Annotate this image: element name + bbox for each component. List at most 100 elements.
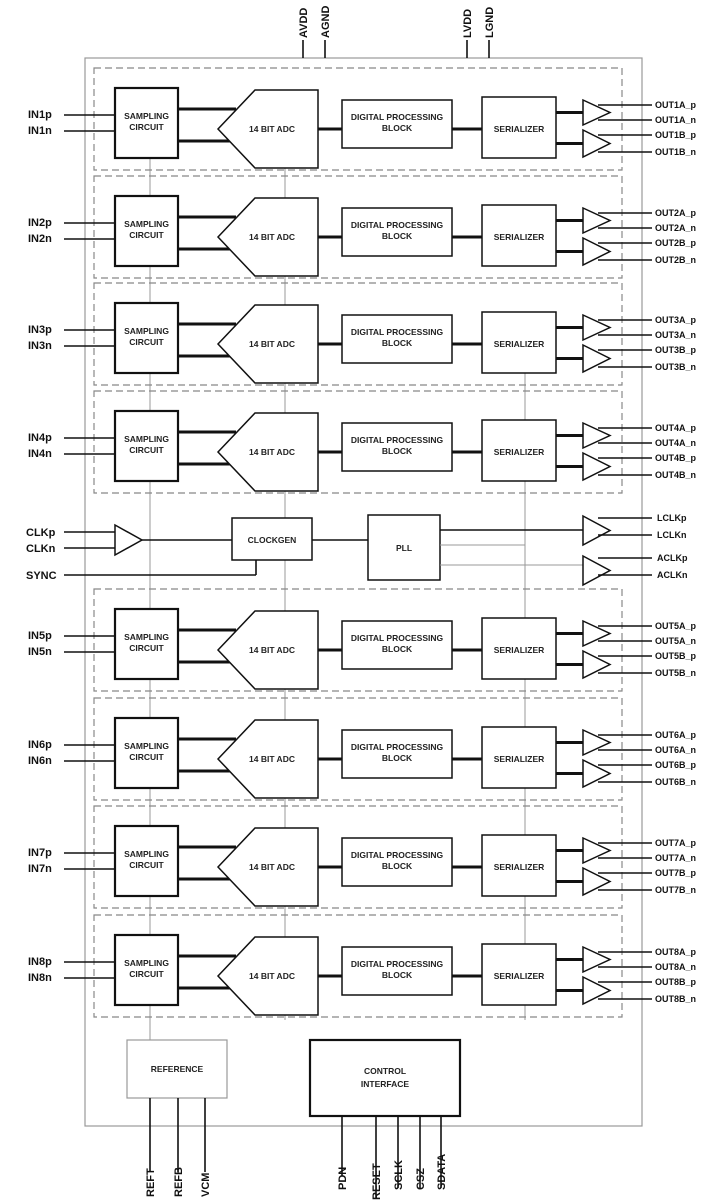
chip-outline — [84, 57, 643, 1127]
channel-group — [93, 805, 623, 909]
output-buffer-icon — [582, 619, 612, 648]
output-pin-label: OUT6A_n — [655, 745, 696, 755]
block-label: SAMPLING — [124, 434, 169, 444]
output-pin-label: OUT3B_p — [655, 345, 697, 355]
input-pin-label: IN1n — [28, 125, 52, 137]
block-label: BLOCK — [382, 123, 413, 133]
control-pin-label: SDATA — [436, 1154, 448, 1190]
block-label: SAMPLING — [124, 326, 169, 336]
block-label: SAMPLING — [124, 111, 169, 121]
input-pin-label: IN4p — [28, 432, 52, 444]
adc-block — [216, 719, 319, 799]
block-label: SAMPLING — [124, 219, 169, 229]
block-label: DIGITAL PROCESSING — [351, 435, 444, 445]
block-label: 14 BIT ADC — [249, 862, 295, 872]
input-pin-label: IN5n — [28, 646, 52, 658]
block-label: BLOCK — [382, 446, 413, 456]
block-label: BLOCK — [382, 231, 413, 241]
output-pin-label: OUT7B_p — [655, 868, 697, 878]
control-pin-label: SCLK — [393, 1160, 405, 1190]
block-label: CIRCUIT — [129, 860, 164, 870]
output-pin-label: OUT1A_n — [655, 115, 696, 125]
sampling-circuit-block — [113, 607, 180, 681]
digital-processing-block — [341, 620, 453, 670]
output-pin-label: OUT7A_n — [655, 853, 696, 863]
supply-pin-label: AGND — [320, 6, 332, 38]
input-pin-label: IN4n — [28, 448, 52, 460]
output-buffer-icon — [582, 343, 612, 374]
supply-pin-label: AVDD — [298, 8, 310, 38]
output-buffer-icon — [582, 945, 612, 974]
pll-block — [367, 514, 441, 581]
adc-block — [216, 936, 319, 1016]
output-pin-label: OUT3A_n — [655, 330, 696, 340]
block-label: CIRCUIT — [129, 643, 164, 653]
output-pin-label: OUT8A_n — [655, 962, 696, 972]
reference-pin-label: REFT — [145, 1168, 157, 1197]
channel-group — [93, 588, 623, 692]
control-pin-label: PDN — [337, 1167, 349, 1190]
block-label: 14 BIT ADC — [249, 971, 295, 981]
input-pin-label: IN8n — [28, 972, 52, 984]
output-pin-label: OUT3A_p — [655, 315, 697, 325]
output-pin-label: OUT2B_p — [655, 238, 697, 248]
block-label: 14 BIT ADC — [249, 232, 295, 242]
channel-group — [93, 914, 623, 1018]
block-label: DIGITAL PROCESSING — [351, 112, 444, 122]
serializer-block — [481, 96, 557, 159]
block-label: INTERFACE — [361, 1079, 410, 1089]
serializer-block — [481, 617, 557, 680]
serializer-block — [481, 311, 557, 374]
output-buffer-icon — [582, 206, 612, 235]
output-pin-label: OUT3B_n — [655, 362, 696, 372]
reference-pin-label: VCM — [200, 1173, 212, 1197]
block-label: SAMPLING — [124, 849, 169, 859]
digital-processing-block — [341, 99, 453, 149]
block-label: SERIALIZER — [494, 339, 545, 349]
clockgen-block — [231, 517, 313, 561]
block-label: SAMPLING — [124, 741, 169, 751]
reference-block — [126, 1039, 228, 1099]
block-label: CONTROL — [364, 1066, 406, 1076]
output-pin-label: OUT4A_p — [655, 423, 697, 433]
adc-block — [216, 610, 319, 690]
output-pin-label: OUT5B_p — [655, 651, 697, 661]
block-label: CIRCUIT — [129, 230, 164, 240]
aclk-buffer-icon — [582, 554, 612, 587]
output-pin-label: OUT1B_p — [655, 130, 697, 140]
output-pin-label: OUT1A_p — [655, 100, 697, 110]
output-buffer-icon — [582, 128, 612, 159]
output-buffer-icon — [582, 421, 612, 450]
clock-output-label: ACLKp — [657, 553, 688, 563]
block-label: CIRCUIT — [129, 122, 164, 132]
digital-processing-block — [341, 946, 453, 996]
block-label: SAMPLING — [124, 632, 169, 642]
clock-input-label: CLKp — [26, 527, 56, 539]
block-label: CIRCUIT — [129, 337, 164, 347]
block-label: DIGITAL PROCESSING — [351, 633, 444, 643]
block-label: BLOCK — [382, 644, 413, 654]
block-label: SERIALIZER — [494, 124, 545, 134]
output-pin-label: OUT5A_n — [655, 636, 696, 646]
channel-group — [93, 282, 623, 386]
clock-input-label: CLKn — [26, 543, 56, 555]
block-label: SERIALIZER — [494, 447, 545, 457]
block-label: PLL — [396, 543, 412, 553]
output-buffer-icon — [582, 975, 612, 1006]
serializer-block — [481, 726, 557, 789]
output-pin-label: OUT8B_n — [655, 994, 696, 1004]
sampling-circuit-block — [113, 301, 180, 375]
adc-block — [216, 827, 319, 907]
input-pin-label: IN6p — [28, 739, 52, 751]
output-buffer-icon — [582, 836, 612, 865]
output-pin-label: OUT6B_p — [655, 760, 697, 770]
clock-output-label: LCLKn — [657, 530, 687, 540]
output-pin-label: OUT6A_p — [655, 730, 697, 740]
block-label: 14 BIT ADC — [249, 754, 295, 764]
control-pin-label: RESET — [371, 1163, 383, 1200]
channel-group — [93, 175, 623, 279]
channel-group — [93, 390, 623, 494]
output-pin-label: OUT5B_n — [655, 668, 696, 678]
channel-group — [93, 697, 623, 801]
serializer-block — [481, 419, 557, 482]
